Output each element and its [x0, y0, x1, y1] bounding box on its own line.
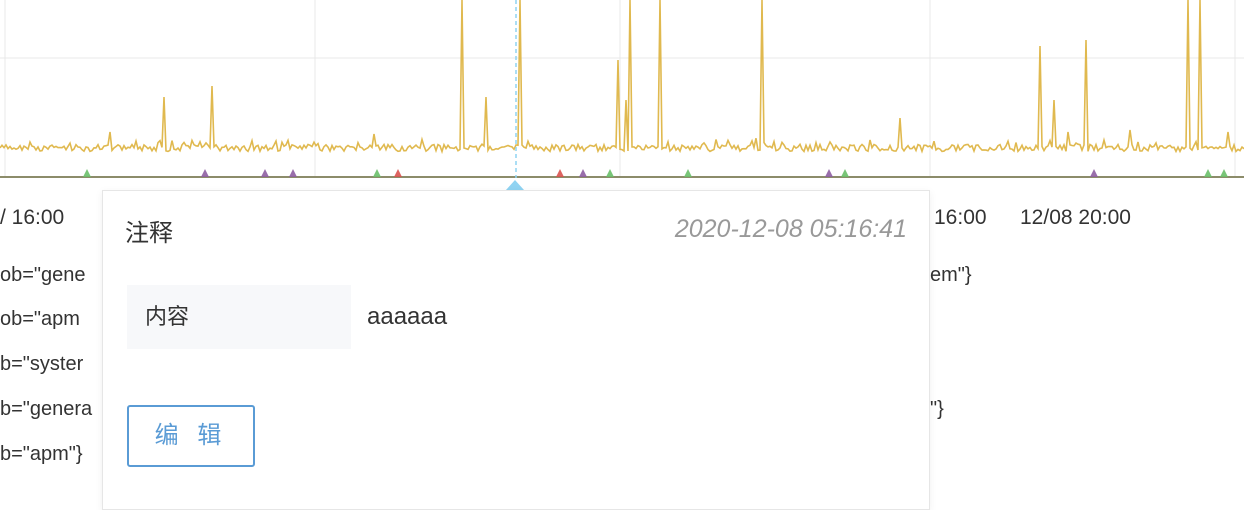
legend-item-2[interactable]: ob="apm	[0, 308, 80, 330]
time-series-chart[interactable]	[0, 0, 1244, 180]
series-bump	[579, 169, 587, 177]
series-bump	[201, 169, 209, 177]
legend-item-5[interactable]: b="apm"}	[0, 443, 83, 465]
edit-button[interactable]: 编 辑	[127, 405, 255, 467]
x-tick-label-mid: 16:00	[934, 206, 987, 229]
series-bump	[289, 169, 297, 177]
legend-item-3[interactable]: b="syster	[0, 353, 84, 375]
content-field-value: aaaaaa	[367, 303, 448, 330]
series-bump	[606, 169, 614, 177]
popup-timestamp: 2020-12-08 05:16:41	[674, 215, 907, 243]
series-bump	[1204, 169, 1212, 177]
legend-item-4[interactable]: b="genera	[0, 398, 93, 420]
x-tick-label-right: 12/08 20:00	[1020, 206, 1131, 229]
series-bump	[1090, 169, 1098, 177]
series-line-main	[0, 0, 1244, 155]
series-bump	[261, 169, 269, 177]
series-bump	[684, 169, 692, 177]
popup-title: 注释	[125, 220, 173, 247]
content-field-label: 内容	[127, 285, 351, 349]
series-bump	[373, 169, 381, 177]
series-bump	[1220, 169, 1228, 177]
legend-item-1[interactable]: ob="gene	[0, 264, 86, 286]
series-bump	[825, 169, 833, 177]
series-bump	[556, 169, 564, 177]
series-bump	[841, 169, 849, 177]
popup-arrow	[506, 180, 524, 190]
legend-item-right-1[interactable]: em"}	[930, 264, 972, 286]
x-tick-label-left: / 16:00	[0, 206, 65, 229]
series-bump	[83, 169, 91, 177]
series-bump	[394, 169, 402, 177]
chart-plot[interactable]	[0, 0, 1244, 180]
legend-item-right-2[interactable]: "}	[930, 398, 944, 420]
annotation-popup: 注释 2020-12-08 05:16:41 内容 aaaaaa 编 辑	[102, 190, 930, 510]
